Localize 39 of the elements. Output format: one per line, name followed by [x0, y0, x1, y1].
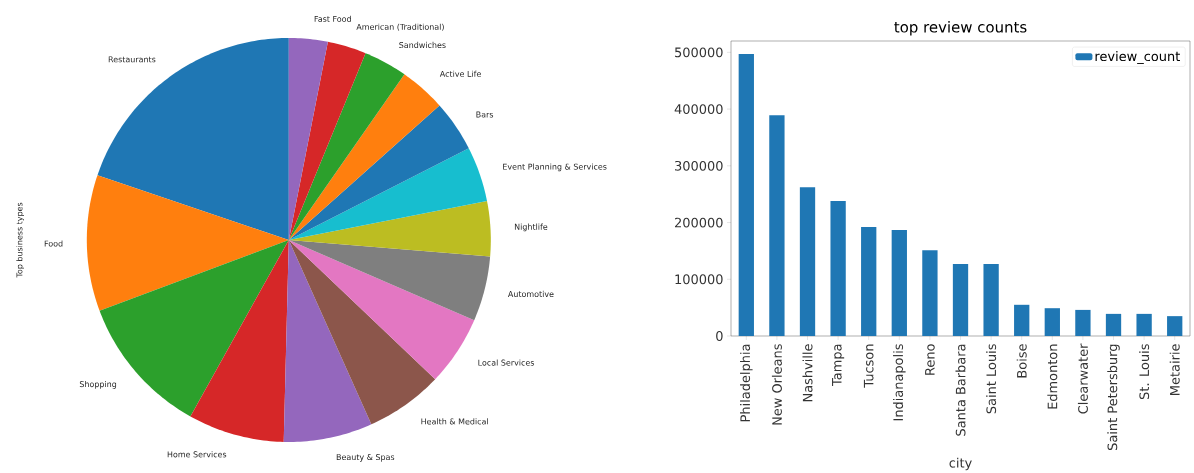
bar	[1105, 313, 1122, 336]
y-tick-label: 300000	[675, 160, 723, 171]
x-tick-label: Nashville	[802, 344, 813, 402]
x-tick-label: Clearwater	[1077, 343, 1088, 414]
x-tick-label: Reno	[925, 344, 935, 375]
bar	[1136, 313, 1152, 336]
bar	[983, 263, 999, 336]
bar	[861, 227, 877, 336]
bar	[830, 200, 846, 336]
x-tick-label: Indianapolis	[893, 344, 906, 421]
bar	[738, 54, 754, 336]
y-tick-label: 500000	[675, 47, 723, 58]
legend-label: review_count	[1095, 51, 1180, 64]
bar	[769, 115, 785, 336]
bar	[1167, 316, 1183, 336]
y-tick-label: 0	[716, 331, 723, 341]
x-axis-title: city	[949, 457, 972, 471]
y-tick-label: 400000	[674, 104, 723, 114]
x-tick-label: Tampa	[832, 344, 845, 387]
x-tick-label: Philadelphia	[740, 344, 753, 422]
bar	[1075, 309, 1091, 336]
bar	[1044, 308, 1060, 336]
x-tick-label: Santa Barbara	[955, 344, 966, 436]
x-tick-label: Edmonton	[1047, 344, 1058, 409]
bar	[922, 250, 938, 336]
bar	[1014, 304, 1030, 336]
x-tick-label: Saint Petersburg	[1107, 344, 1120, 450]
x-tick-label: New Orleans	[771, 344, 782, 425]
chart-title: top review counts	[894, 21, 1027, 36]
bar	[799, 187, 816, 336]
x-tick-label: Metairie	[1169, 344, 1180, 395]
y-tick-label: 200000	[675, 217, 723, 228]
x-tick-label: Tucson	[863, 344, 874, 388]
bar	[952, 263, 969, 336]
x-tick-label: Boise	[1016, 344, 1027, 378]
y-tick-label: 100000	[675, 274, 723, 285]
x-tick-label: Saint Louis	[986, 344, 997, 414]
bar	[891, 229, 907, 336]
x-tick-label: St. Louis	[1139, 344, 1150, 400]
